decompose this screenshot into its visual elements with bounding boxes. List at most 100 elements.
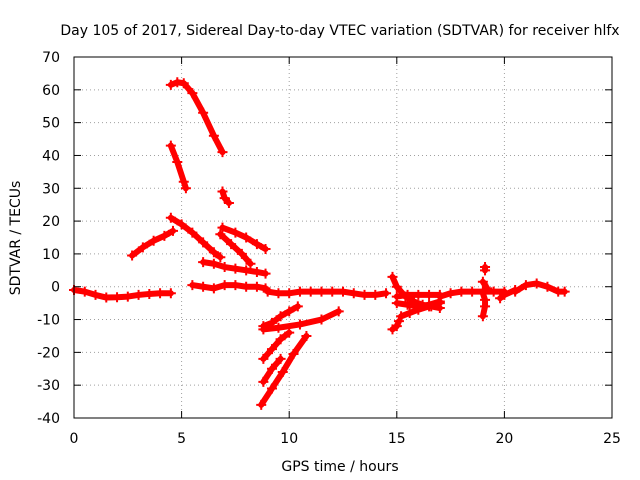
data-point [477,311,488,322]
data-point [413,301,424,312]
data-point [488,286,499,297]
data-point [241,232,252,243]
series-track [187,280,271,294]
data-point [217,222,228,233]
plot-frame [73,56,613,419]
data-point [559,286,570,297]
data-point [101,292,112,303]
x-axis-label: GPS time / hours [281,459,398,475]
data-point [251,281,262,292]
data-point [122,291,133,302]
data-point [258,376,269,387]
data-point [316,286,327,297]
data-point [402,299,413,310]
data-point [172,157,183,168]
data-point [275,334,286,345]
y-tick-label: -30 [37,378,60,394]
data-point [208,283,219,294]
data-point [542,281,553,292]
y-tick-label: -10 [37,313,60,329]
data-point [176,219,187,230]
data-point [305,286,316,297]
data-point [477,276,488,287]
data-point [112,292,123,303]
data-point [348,288,359,299]
data-point [90,289,101,300]
data-point [284,327,295,338]
data-point [301,330,312,341]
data-point [260,268,271,279]
data-point [288,349,299,360]
series-track [217,222,271,254]
data-point [275,311,286,322]
axis-ticks: 0 5 10 15 20 25 -40 -30 -20 -10 0 10 20 30 40 50 60 70 [37,50,621,447]
x-tick-label: 25 [603,431,621,447]
series-track [387,316,404,335]
data-point [208,247,219,258]
series-track [217,186,234,209]
data-point [391,281,402,292]
data-point [434,291,445,302]
x-tick-label: 0 [70,431,79,447]
data-point [155,288,166,299]
series-trace [167,142,189,192]
data-point [266,344,277,355]
data-point [215,229,226,240]
data-point [359,289,370,300]
series-track [69,285,176,303]
data-point [266,363,277,374]
data-point [165,212,176,223]
data-point [245,258,256,269]
data-points [69,77,570,410]
data-point [402,289,413,300]
data-point [159,230,170,241]
y-tick-label: 40 [42,148,60,164]
series-track [165,212,226,263]
series-track [477,288,491,322]
data-point [187,88,198,99]
series-trace [217,231,254,267]
series-track [165,140,191,194]
data-point [230,280,241,291]
data-point [187,280,198,291]
data-point [480,265,491,276]
data-point [198,237,209,248]
data-point [241,265,252,276]
data-point [219,262,230,273]
data-point [208,130,219,141]
data-point [133,289,144,300]
data-point [456,286,467,297]
data-point [223,198,234,209]
series-track [477,276,493,294]
data-point [137,242,148,253]
data-point [333,306,344,317]
data-point [258,324,269,335]
data-point [219,280,230,291]
data-point [391,321,402,332]
data-point [381,288,392,299]
data-point [187,227,198,238]
data-point [262,286,273,297]
x-tick-label: 10 [280,431,298,447]
data-point [284,306,295,317]
chart-title: Day 105 of 2017, Sidereal Day-to-day VTE… [60,23,619,39]
x-tick-label: 15 [388,431,406,447]
y-tick-label: 70 [42,50,60,66]
data-point [230,227,241,238]
data-point [215,252,226,263]
data-point [165,79,176,90]
data-point [273,322,284,333]
data-point [148,235,159,246]
data-point [226,239,237,250]
data-point [167,225,178,236]
series-track [127,225,178,261]
series-track [391,289,445,302]
data-point [260,243,271,254]
x-tick-label: 5 [177,431,186,447]
data-point [266,383,277,394]
data-point [241,281,252,292]
data-point [251,239,262,250]
series-track [262,286,392,300]
data-point [292,301,303,312]
